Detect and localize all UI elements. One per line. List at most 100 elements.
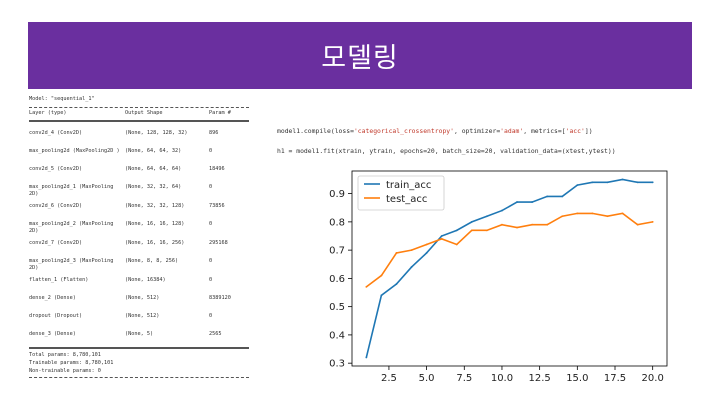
- data-point-train_acc: [591, 181, 594, 184]
- summary-divider: [29, 120, 249, 123]
- data-point-test_acc: [651, 220, 654, 223]
- data-point-train_acc: [425, 252, 428, 254]
- summary-layer-row: dense_2 (Dense) (None, 512) 8389120: [29, 290, 249, 308]
- param-count: 0: [209, 277, 213, 284]
- layer-name: dense_2 (Dense): [29, 295, 76, 302]
- output-shape: (None, 512): [125, 313, 160, 320]
- layer-name: conv2d_7 (Conv2D): [29, 240, 83, 247]
- layer-name: max_pooling2d_1 (MaxPooling 2D): [29, 184, 114, 198]
- output-shape: (None, 8, 8, 256): [125, 258, 179, 265]
- output-shape: (None, 128, 128, 32): [125, 130, 188, 137]
- x-tick-label: 2.5: [381, 373, 397, 384]
- accuracy-chart-svg: 0.3 0.4 0.5 0.6 0.7 0.8 0.9 2.5 5.0 7.5 10.0 12.5 15…: [329, 170, 668, 384]
- data-point-train_acc: [501, 209, 503, 212]
- x-tick-label: 10.0: [491, 373, 513, 384]
- data-point-test_acc: [485, 229, 488, 232]
- accuracy-chart: 0.3 0.4 0.5 0.6 0.7 0.8 0.9 2.5 5.0 7.5 10.0 12.5 15…: [300, 160, 680, 400]
- series-line-test_acc: [365, 212, 653, 288]
- param-count: 8389120: [209, 295, 231, 302]
- data-point-train_acc: [546, 195, 549, 198]
- trainable-params: Trainable params: 8,780,101: [29, 360, 114, 367]
- summary-layer-row: dense_3 (Dense) (None, 5) 2565: [29, 326, 249, 344]
- output-shape: (None, 32, 32, 128): [125, 203, 185, 210]
- data-point-train_acc: [380, 294, 383, 297]
- data-point-test_acc: [425, 243, 428, 246]
- data-point-test_acc: [501, 223, 503, 226]
- summary-layer-row: max_pooling2d (MaxPooling2D ) (None, 64, …: [29, 143, 249, 161]
- data-point-test_acc: [470, 229, 473, 232]
- layer-name: conv2d_6 (Conv2D): [29, 203, 83, 210]
- legend-label: test_acc: [386, 194, 427, 205]
- summary-layer-row: conv2d_4 (Conv2D) (None, 128, 128, 32) 896: [29, 125, 249, 143]
- data-point-train_acc: [470, 220, 473, 223]
- y-tick-label: 0.8: [329, 217, 345, 228]
- x-tick-label: 12.5: [529, 373, 551, 384]
- plot-frame: [351, 170, 668, 367]
- param-count: 0: [209, 148, 213, 155]
- output-shape: (None, 16, 16, 256): [125, 240, 185, 247]
- data-point-test_acc: [440, 237, 443, 240]
- summary-layer-row: flatten_1 (Flatten) (None, 16384) 0: [29, 272, 249, 290]
- x-tick-label: 17.5: [604, 373, 626, 384]
- data-point-test_acc: [576, 212, 579, 215]
- code-block: model1.compile(loss='categorical_crossen…: [277, 117, 697, 167]
- data-point-train_acc: [455, 229, 458, 232]
- data-point-train_acc: [516, 201, 518, 203]
- code-line-compile: model1.compile(loss='categorical_crossen…: [277, 126, 593, 135]
- code-line-fit: h1 = model1.fit(xtrain, ytrain, epochs=2…: [277, 146, 616, 155]
- header-output: Output Shape: [125, 110, 163, 117]
- param-count: 0: [209, 221, 213, 228]
- data-point-train_acc: [576, 184, 579, 187]
- data-point-test_acc: [621, 212, 624, 215]
- output-shape: (None, 32, 32, 64): [125, 184, 182, 191]
- param-count: 0: [209, 258, 213, 265]
- summary-layer-row: max_pooling2d_2 (MaxPooling 2D) (None, 16…: [29, 216, 249, 235]
- header-layer: Layer (type): [29, 110, 67, 117]
- data-point-train_acc: [621, 178, 624, 181]
- output-shape: (None, 16384): [125, 277, 166, 284]
- param-count: 18496: [209, 166, 225, 173]
- data-point-test_acc: [606, 215, 609, 218]
- data-point-test_acc: [561, 215, 564, 218]
- output-shape: (None, 64, 64, 64): [125, 166, 182, 173]
- y-tick-label: 0.9: [329, 189, 345, 200]
- summary-rows: conv2d_4 (Conv2D) (None, 128, 128, 32) 896…: [29, 125, 249, 344]
- layer-name: dropout (Dropout): [29, 313, 83, 320]
- layer-name: conv2d_4 (Conv2D): [29, 130, 83, 137]
- y-tick-label: 0.4: [329, 330, 345, 341]
- summary-divider: [29, 107, 249, 109]
- x-tick-label: 15.0: [566, 373, 588, 384]
- data-point-test_acc: [380, 274, 383, 277]
- data-point-test_acc: [591, 212, 594, 215]
- data-point-train_acc: [561, 195, 564, 198]
- layer-name: flatten_1 (Flatten): [29, 277, 89, 284]
- data-point-test_acc: [531, 223, 534, 226]
- data-point-train_acc: [440, 235, 443, 237]
- data-point-test_acc: [395, 252, 398, 254]
- param-count: 295168: [209, 240, 228, 247]
- layer-name: max_pooling2d_2 (MaxPooling 2D): [29, 221, 114, 235]
- data-point-test_acc: [546, 223, 549, 226]
- data-point-train_acc: [485, 215, 488, 218]
- data-point-train_acc: [410, 266, 413, 268]
- total-params: Total params: 8,780,101: [29, 352, 101, 359]
- data-point-test_acc: [636, 223, 639, 226]
- layer-name: dense_3 (Dense): [29, 331, 76, 338]
- summary-layer-row: dropout (Dropout) (None, 512) 0: [29, 308, 249, 326]
- param-count: 896: [209, 130, 219, 137]
- x-tick-label: 7.5: [456, 373, 472, 384]
- param-count: 73856: [209, 203, 225, 210]
- summary-layer-row: max_pooling2d_1 (MaxPooling 2D) (None, 32…: [29, 179, 249, 198]
- y-tick-label: 0.6: [329, 274, 345, 285]
- series-line-train_acc: [365, 178, 653, 358]
- param-count: 2565: [209, 331, 222, 338]
- header-params: Param #: [209, 110, 231, 117]
- summary-layer-row: conv2d_7 (Conv2D) (None, 16, 16, 256) 2951…: [29, 235, 249, 253]
- layer-name: conv2d_5 (Conv2D): [29, 166, 83, 173]
- summary-divider: [29, 347, 249, 350]
- data-point-test_acc: [516, 226, 518, 229]
- data-point-train_acc: [606, 181, 609, 184]
- x-tick-label: 20.0: [642, 373, 664, 384]
- summary-divider: [29, 377, 249, 379]
- x-tick-label: 5.0: [419, 373, 435, 384]
